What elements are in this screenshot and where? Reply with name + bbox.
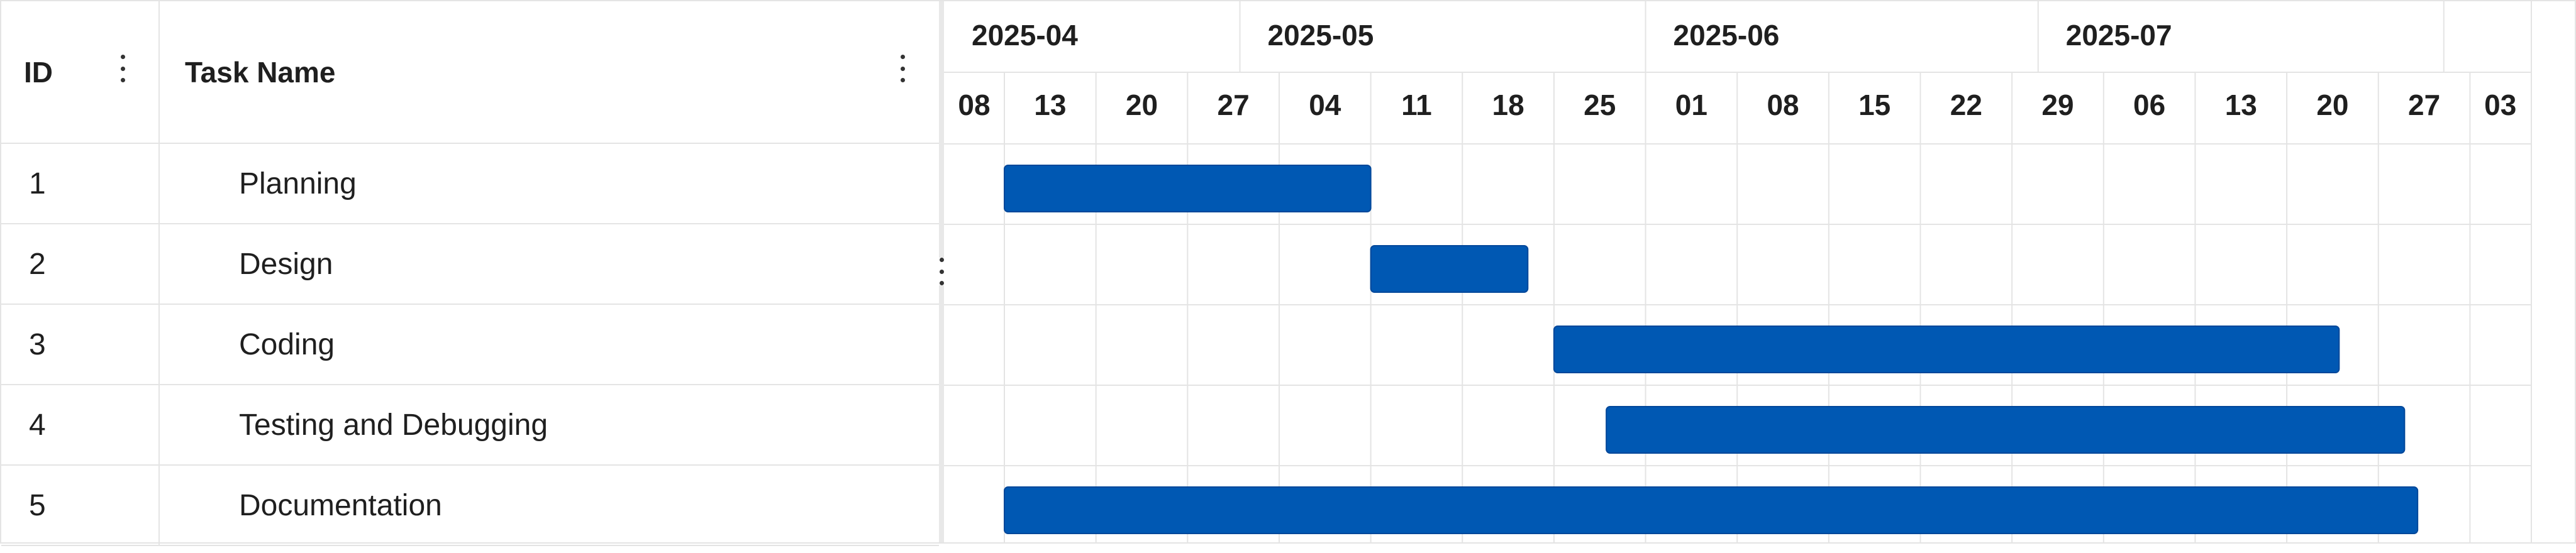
task-row[interactable]: 4 Testing and Debugging bbox=[1, 385, 939, 466]
column-header-id[interactable]: ID bbox=[1, 1, 160, 143]
task-name-cell: Coding bbox=[160, 305, 939, 384]
task-id: 3 bbox=[29, 327, 46, 361]
task-name: Documentation bbox=[239, 488, 442, 522]
task-bar[interactable] bbox=[1004, 165, 1372, 212]
week-label: 06 bbox=[2133, 89, 2165, 121]
task-bar[interactable] bbox=[1553, 326, 2340, 373]
column-id-menu-icon[interactable] bbox=[118, 55, 127, 82]
week-label: 15 bbox=[1858, 89, 1890, 121]
task-bar[interactable] bbox=[1004, 486, 2419, 534]
task-id-cell: 5 bbox=[1, 466, 160, 545]
week-label: 18 bbox=[1492, 89, 1524, 121]
timeline-svg: 08 13 20 27 04 11 18 25 01 08 15 22 29 06 13 20 27 03 2025… bbox=[944, 1, 2531, 542]
task-name-cell: Design bbox=[160, 224, 939, 304]
column-name-menu-icon[interactable] bbox=[898, 55, 907, 82]
timeline-chart: 08 13 20 27 04 11 18 25 01 08 15 22 29 06 13 20 27 03 2025… bbox=[944, 1, 2531, 542]
task-name: Planning bbox=[239, 167, 357, 200]
week-label: 27 bbox=[1218, 89, 1250, 121]
column-header-name-label: Task Name bbox=[185, 55, 336, 89]
week-label: 25 bbox=[1584, 89, 1616, 121]
task-id: 5 bbox=[29, 488, 46, 522]
timeline-overflow-column bbox=[2531, 1, 2575, 542]
task-id-cell: 1 bbox=[1, 144, 160, 223]
task-id: 1 bbox=[29, 167, 46, 200]
month-label: 2025-06 bbox=[1674, 19, 1780, 52]
task-id-cell: 3 bbox=[1, 305, 160, 384]
week-label: 27 bbox=[2408, 89, 2440, 121]
task-name-cell: Planning bbox=[160, 144, 939, 223]
month-label: 2025-07 bbox=[2066, 19, 2172, 52]
week-label: 22 bbox=[1950, 89, 1982, 121]
task-row[interactable]: 2 Design bbox=[1, 224, 939, 305]
week-label: 01 bbox=[1675, 89, 1707, 121]
week-label: 03 bbox=[2484, 89, 2516, 121]
task-name-cell: Testing and Debugging bbox=[160, 385, 939, 464]
task-name: Coding bbox=[239, 327, 335, 361]
week-label: 13 bbox=[1034, 89, 1066, 121]
week-label: 20 bbox=[2316, 89, 2348, 121]
column-header-task-name[interactable]: Task Name bbox=[160, 1, 939, 143]
task-row[interactable]: 1 Planning bbox=[1, 144, 939, 224]
task-row[interactable]: 5 Documentation bbox=[1, 466, 939, 546]
week-label: 11 bbox=[1401, 89, 1432, 121]
task-id: 2 bbox=[29, 247, 46, 281]
task-id-cell: 2 bbox=[1, 224, 160, 304]
week-label: 08 bbox=[958, 89, 990, 121]
task-bar[interactable] bbox=[1370, 245, 1529, 293]
task-id-cell: 4 bbox=[1, 385, 160, 464]
task-name: Design bbox=[239, 247, 333, 281]
task-id: 4 bbox=[29, 408, 46, 442]
week-label: 08 bbox=[1767, 89, 1799, 121]
grid-header: ID Task Name bbox=[1, 1, 939, 144]
splitter-grip-icon[interactable] bbox=[936, 258, 947, 285]
task-name: Testing and Debugging bbox=[239, 408, 548, 442]
task-row[interactable]: 3 Coding bbox=[1, 305, 939, 385]
week-label: 20 bbox=[1126, 89, 1158, 121]
month-label: 2025-04 bbox=[972, 19, 1078, 52]
task-grid: ID Task Name 1 Planning 2 Design 3 Codin… bbox=[1, 1, 939, 546]
month-label: 2025-05 bbox=[1268, 19, 1374, 52]
week-label: 04 bbox=[1309, 89, 1341, 121]
column-header-id-label: ID bbox=[24, 55, 53, 89]
week-label: 13 bbox=[2225, 89, 2257, 121]
week-label: 29 bbox=[2041, 89, 2074, 121]
task-name-cell: Documentation bbox=[160, 466, 939, 545]
task-bar[interactable] bbox=[1606, 406, 2406, 454]
